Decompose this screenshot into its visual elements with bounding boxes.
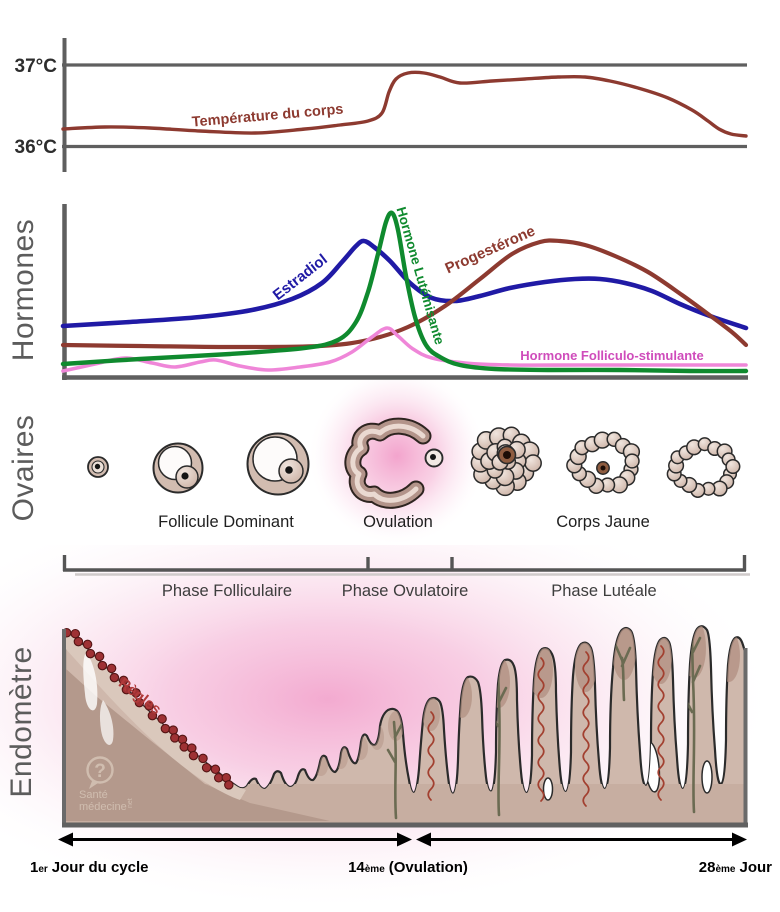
watermark-suffix: net	[127, 798, 134, 808]
temperature-section: 37°C 36°C Température du corps	[15, 38, 748, 172]
phase-folliculaire-label: Phase Folliculaire	[162, 582, 292, 600]
tick-36: 36°C	[15, 137, 58, 158]
phases-bracket: Phase Folliculaire Phase Ovulatoire Phas…	[62, 555, 750, 600]
day14-label: 14ème (Ovulation)	[348, 859, 468, 876]
small-follicle-illustration	[87, 456, 109, 478]
phase-ovulatoire-label: Phase Ovulatoire	[342, 582, 469, 600]
temperature-curve	[61, 70, 748, 138]
phase-luteale-label: Phase Lutéale	[551, 582, 657, 600]
estradiol-curve	[60, 238, 749, 331]
timeline: 1er Jour du cycle 14ème (Ovulation) 28ème J…	[30, 832, 772, 876]
corpus-luteum-ring-illustration	[566, 431, 641, 494]
ovulation-follicle-illustration	[344, 417, 444, 509]
ovaires-section: Ovaires	[7, 415, 741, 531]
ovulation-glow	[307, 366, 487, 546]
watermark-line1: Santé	[79, 789, 108, 801]
hormones-section: Hormones Estradiol Hormone Lutéinisante …	[7, 204, 749, 380]
watermark-line2: médecine	[79, 801, 127, 813]
fsh-label: Hormone Folliculo-stimulante	[520, 348, 703, 363]
endometre-section: Endomètre ? Santé médecine net	[5, 625, 748, 828]
dominant-follicle-illustration	[246, 432, 310, 496]
hormones-section-label: Hormones	[7, 219, 40, 361]
ovulation-label: Ovulation	[363, 513, 433, 531]
lh-curve	[60, 210, 749, 374]
fsh-curve	[61, 326, 748, 373]
tick-37: 37°C	[15, 56, 58, 77]
corps-jaune-label: Corps Jaune	[556, 513, 650, 531]
day1-label: 1er Jour du cycle	[30, 859, 149, 876]
watermark-question-icon: ?	[94, 761, 106, 782]
corpus-luteum-cluster-illustration	[470, 426, 542, 497]
ovaires-section-label: Ovaires	[7, 415, 40, 522]
sante-medecine-watermark: ? Santé médecine net	[79, 756, 134, 813]
progesterone-curve	[60, 238, 749, 350]
growing-follicle-illustration	[152, 442, 204, 494]
day28-label: 28ème Jour	[699, 859, 772, 876]
follicule-dominant-label: Follicule Dominant	[158, 513, 294, 531]
corpus-albicans-illustration	[666, 437, 741, 498]
endometre-section-label: Endomètre	[5, 646, 38, 797]
menstruation-dots	[61, 628, 234, 790]
